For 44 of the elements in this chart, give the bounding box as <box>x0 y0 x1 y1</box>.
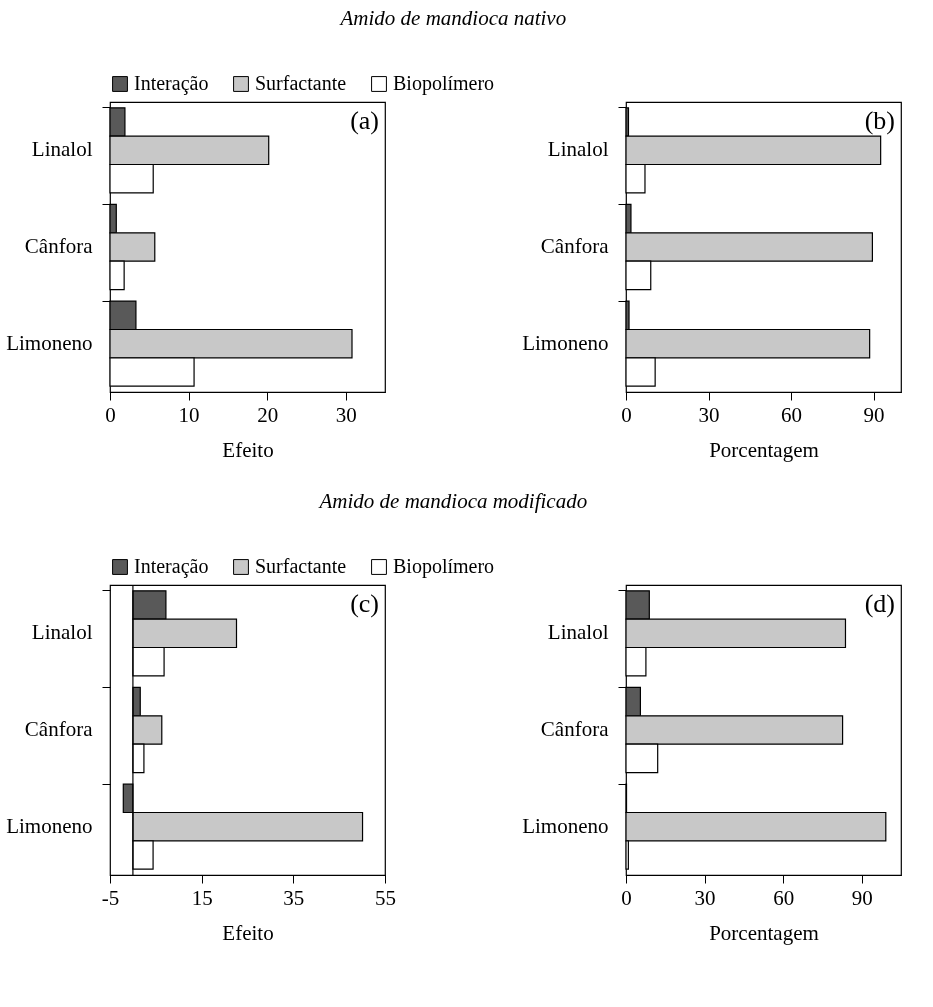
legend-label: Interação <box>134 72 209 95</box>
y-tick-label: Linalol <box>31 620 93 645</box>
y-tick-label: Limoneno <box>6 330 93 355</box>
x-tick-label: 35 <box>283 885 305 910</box>
x-tick-label: 55 <box>375 885 396 910</box>
y-tick-label: Cânfora <box>540 234 610 258</box>
annotation: (d) <box>864 589 895 618</box>
text: Amido de mandioca modificado <box>317 489 588 514</box>
legend-label: Surfactante <box>255 72 347 94</box>
y-tick-label: Limoneno <box>522 813 609 838</box>
x-axis-title: Efeito <box>222 920 274 945</box>
legend-label: Interação <box>134 555 209 578</box>
annotation: (b) <box>864 106 895 135</box>
x-tick-label: 30 <box>698 402 720 427</box>
legend-label: Surfactante <box>255 555 347 577</box>
y-tick-label: Limoneno <box>522 330 609 355</box>
x-tick-label: 15 <box>191 885 213 910</box>
y-tick-label: Cânfora <box>540 717 610 741</box>
x-tick-label: -5 <box>101 885 120 910</box>
x-tick-label: 20 <box>257 402 279 427</box>
x-tick-label: 60 <box>773 885 795 910</box>
x-tick-label: 0 <box>621 885 632 910</box>
x-tick-label: 30 <box>335 402 357 427</box>
x-tick-label: 0 <box>105 402 116 427</box>
y-tick-label: Linalol <box>31 137 93 162</box>
x-tick-label: 60 <box>781 402 802 427</box>
legend-label: Biopolímero <box>393 555 495 578</box>
annotation: (a) <box>350 106 379 135</box>
x-tick-label: 90 <box>851 885 873 910</box>
y-tick-label: Cânfora <box>24 717 94 741</box>
annotation: (c) <box>350 589 379 618</box>
x-tick-label: 0 <box>621 402 632 427</box>
y-tick-label: Limoneno <box>6 813 93 838</box>
y-tick-label: Linalol <box>547 137 609 162</box>
y-tick-label: Linalol <box>547 620 609 645</box>
legend-label: Biopolímero <box>393 72 495 95</box>
x-axis-title: Porcentagem <box>709 437 819 462</box>
x-tick-label: 30 <box>694 885 716 910</box>
text: Amido de mandioca nativo <box>338 6 567 31</box>
x-tick-label: 90 <box>863 402 885 427</box>
y-tick-label: Cânfora <box>24 234 94 258</box>
x-axis-title: Porcentagem <box>709 920 819 945</box>
x-tick-label: 10 <box>178 402 200 427</box>
x-axis-title: Efeito <box>222 437 274 462</box>
